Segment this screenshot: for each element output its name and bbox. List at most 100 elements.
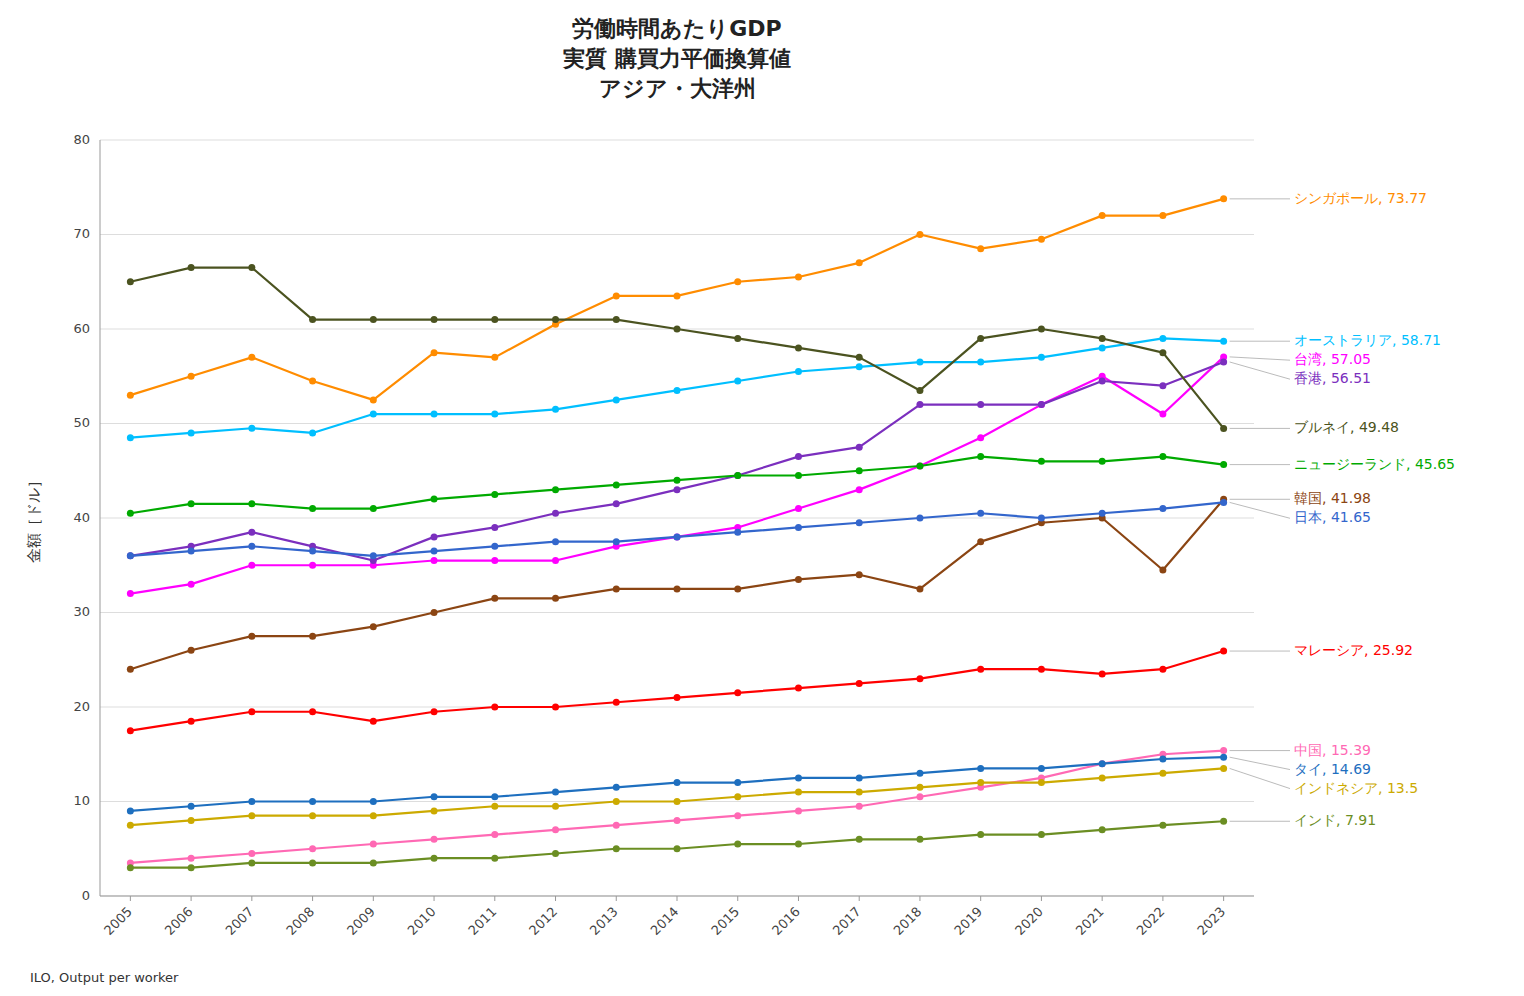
point: [916, 231, 923, 238]
point: [1159, 212, 1166, 219]
point: [856, 259, 863, 266]
point: [1038, 831, 1045, 838]
point: [431, 609, 438, 616]
point: [795, 524, 802, 531]
point: [552, 486, 559, 493]
point: [977, 434, 984, 441]
point: [977, 831, 984, 838]
label-connector: [1230, 768, 1290, 788]
label-connector: [1230, 341, 1290, 342]
point: [916, 359, 923, 366]
x-tick: [434, 896, 435, 901]
point: [734, 793, 741, 800]
series-line: [130, 651, 1223, 731]
point: [916, 401, 923, 408]
source: ILO, Output per worker: [30, 970, 179, 985]
point: [1220, 765, 1227, 772]
point: [431, 807, 438, 814]
point: [431, 548, 438, 555]
x-tick: [616, 896, 617, 901]
x-tick-label: 2014: [648, 904, 682, 938]
point: [248, 425, 255, 432]
point: [491, 557, 498, 564]
grid-line: [100, 707, 1254, 708]
y-tick-label: 30: [73, 604, 90, 619]
background: [0, 0, 1524, 996]
point: [674, 798, 681, 805]
point: [127, 552, 134, 559]
end-labels: シンガポール, 73.77オーストラリア, 58.71台湾, 57.05香港, …: [1230, 190, 1455, 828]
x-tick-label: 2009: [344, 904, 378, 938]
point: [491, 831, 498, 838]
point: [795, 274, 802, 281]
point: [127, 727, 134, 734]
y-tick-label: 80: [73, 132, 90, 147]
series-label: マレーシア, 25.92: [1294, 642, 1413, 658]
point: [856, 836, 863, 843]
point: [977, 401, 984, 408]
series-line: [130, 751, 1223, 863]
series-label: シンガポール, 73.77: [1294, 190, 1427, 206]
title-line: 実質 購買力平価換算値: [562, 46, 791, 71]
point: [674, 585, 681, 592]
point: [370, 316, 377, 323]
point: [977, 245, 984, 252]
label-connector: [1230, 750, 1290, 751]
point: [734, 585, 741, 592]
point: [309, 505, 316, 512]
point: [674, 533, 681, 540]
point: [916, 784, 923, 791]
series-line: [130, 502, 1223, 555]
point: [916, 770, 923, 777]
point: [431, 855, 438, 862]
series: [127, 335, 1227, 441]
series-line: [130, 199, 1223, 400]
point: [1038, 236, 1045, 243]
point: [734, 377, 741, 384]
point: [127, 590, 134, 597]
title-line: アジア・大洋州: [599, 76, 756, 101]
point: [431, 557, 438, 564]
point: [248, 708, 255, 715]
title: 労働時間あたりGDP実質 購買力平価換算値アジア・大洋州: [562, 16, 791, 101]
y-axis-line: [100, 140, 101, 896]
point: [491, 316, 498, 323]
point: [127, 822, 134, 829]
point: [734, 779, 741, 786]
point: [431, 349, 438, 356]
point: [1099, 335, 1106, 342]
point: [552, 406, 559, 413]
x-tick-label: 2010: [405, 904, 439, 938]
x-tick-label: 2013: [587, 904, 621, 938]
series-label: 香港, 56.51: [1294, 370, 1371, 386]
point: [1038, 515, 1045, 522]
point: [674, 387, 681, 394]
point: [127, 807, 134, 814]
point: [1159, 453, 1166, 460]
series-label: ニュージーランド, 45.65: [1294, 456, 1455, 472]
series-label: 日本, 41.65: [1294, 509, 1371, 525]
series-line: [130, 457, 1223, 514]
series: [127, 754, 1227, 815]
point: [856, 519, 863, 526]
point: [1220, 425, 1227, 432]
point: [552, 316, 559, 323]
x-tick-label: 2020: [1012, 904, 1046, 938]
point: [977, 359, 984, 366]
x-tick: [373, 896, 374, 901]
point: [188, 500, 195, 507]
x-tick-label: 2016: [769, 904, 803, 938]
point: [856, 354, 863, 361]
x-tick-label: 2008: [283, 904, 317, 938]
x-tick-label: 2007: [222, 904, 256, 938]
series-line: [130, 362, 1223, 561]
point: [1159, 770, 1166, 777]
point: [613, 500, 620, 507]
point: [188, 718, 195, 725]
point: [188, 373, 195, 380]
point: [734, 529, 741, 536]
label-connector: [1230, 651, 1290, 652]
x-tick: [919, 896, 920, 901]
point: [1099, 826, 1106, 833]
point: [188, 803, 195, 810]
